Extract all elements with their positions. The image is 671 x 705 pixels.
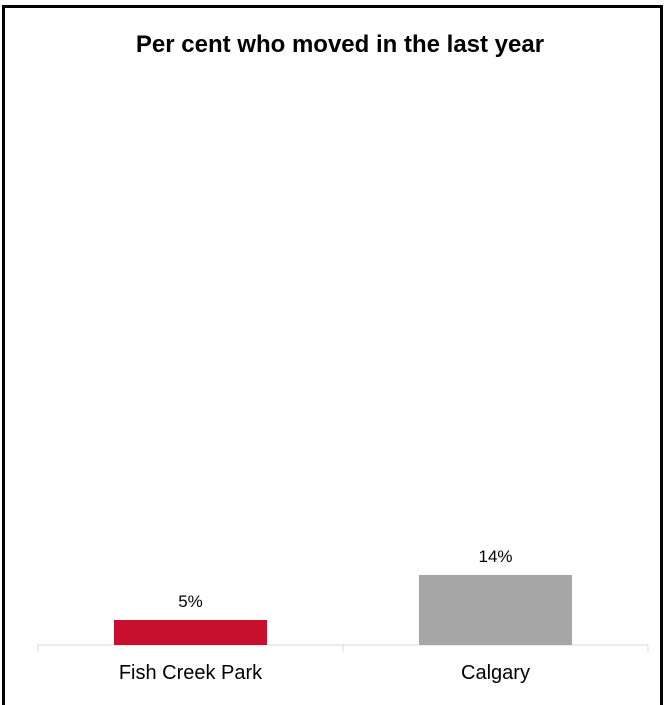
bar-calgary	[419, 575, 572, 645]
data-label: 5%	[178, 592, 203, 611]
chart-title: Per cent who moved in the last year	[135, 31, 545, 58]
category-label: Fish Creek Park	[119, 662, 263, 684]
bar-fish-creek-park	[114, 620, 267, 645]
data-label: 14%	[478, 547, 512, 566]
category-label: Calgary	[461, 662, 530, 684]
